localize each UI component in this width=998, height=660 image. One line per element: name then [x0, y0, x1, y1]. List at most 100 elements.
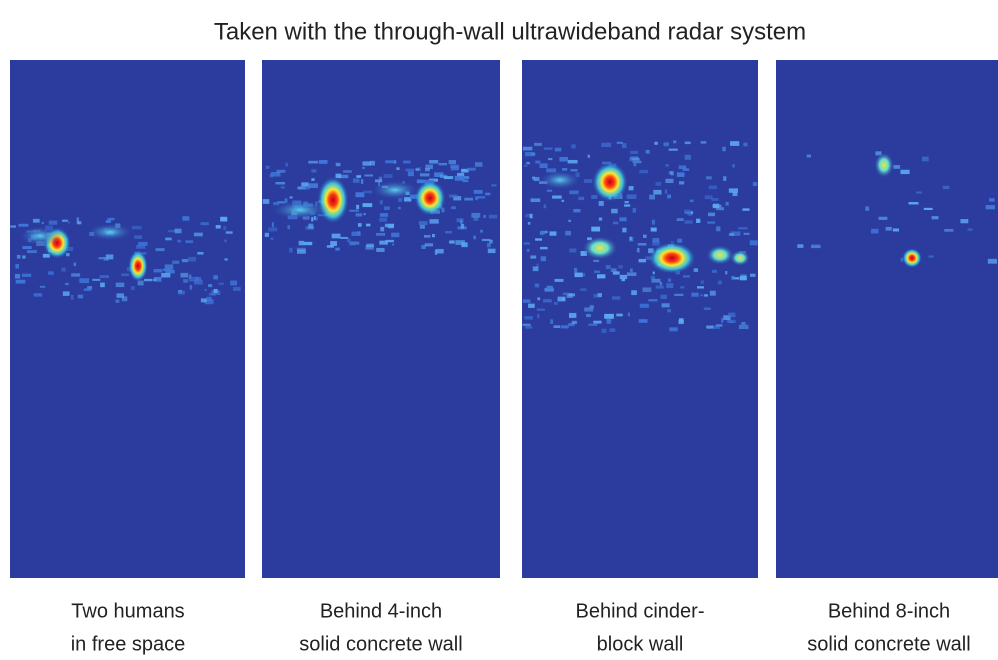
- speckle: [716, 207, 724, 211]
- speckle: [100, 282, 105, 288]
- speckle: [434, 172, 444, 177]
- speckle: [418, 221, 428, 226]
- speckle: [107, 217, 115, 221]
- speckle: [326, 245, 334, 248]
- speckle: [163, 268, 172, 272]
- speckle: [195, 276, 202, 281]
- speckle: [630, 150, 638, 154]
- speckle: [362, 161, 371, 166]
- reflection: [874, 152, 894, 178]
- speckle: [365, 245, 374, 250]
- speckle: [363, 213, 366, 216]
- speckle: [989, 198, 995, 202]
- radar-image: [522, 60, 758, 578]
- speckle: [543, 299, 552, 303]
- speckle: [553, 325, 561, 329]
- speckle: [900, 169, 910, 175]
- speckle: [83, 288, 92, 291]
- speckle: [380, 226, 385, 232]
- speckle: [398, 197, 403, 202]
- speckle: [18, 223, 29, 227]
- speckle: [669, 327, 678, 332]
- speckle: [208, 293, 216, 296]
- speckle: [424, 167, 430, 172]
- speckle: [287, 225, 291, 230]
- speckle: [285, 162, 289, 167]
- speckle: [749, 240, 758, 246]
- speckle: [632, 160, 642, 164]
- speckle: [580, 288, 587, 291]
- speckle: [725, 201, 729, 206]
- speckle: [396, 167, 400, 170]
- speckle: [473, 189, 483, 194]
- caption-line: Behind 4-inch: [320, 600, 442, 622]
- figure-title: Taken with the through-wall ultrawideban…: [214, 18, 806, 45]
- speckle: [180, 272, 189, 278]
- speckle: [606, 319, 612, 324]
- speckle: [155, 248, 165, 252]
- speckle: [405, 168, 415, 172]
- speckle: [591, 226, 601, 232]
- speckle: [565, 230, 572, 236]
- speckle: [655, 181, 662, 186]
- speckle: [473, 235, 476, 240]
- speckle: [569, 248, 577, 253]
- speckle: [289, 196, 293, 199]
- speckle: [708, 185, 717, 190]
- speckle: [474, 162, 483, 167]
- speckle: [121, 296, 128, 302]
- speckle: [416, 179, 425, 184]
- speckle: [154, 276, 162, 282]
- speckle: [194, 279, 203, 285]
- speckle: [684, 220, 693, 224]
- speckle: [543, 147, 553, 150]
- speckle: [704, 195, 713, 200]
- speckle: [554, 147, 562, 152]
- speckle: [39, 285, 46, 288]
- speckle: [546, 168, 557, 173]
- speckle: [892, 228, 900, 232]
- radar-image: [776, 60, 998, 578]
- speckle: [364, 174, 373, 177]
- speckle: [723, 315, 731, 321]
- speckle: [185, 240, 194, 244]
- speckle: [391, 232, 400, 238]
- speckle: [409, 194, 418, 199]
- speckle: [213, 288, 218, 293]
- speckle: [633, 163, 637, 167]
- speckle: [311, 216, 314, 222]
- speckle: [732, 164, 735, 168]
- speckle: [687, 213, 693, 216]
- speckle: [637, 243, 647, 246]
- speckle: [61, 219, 68, 222]
- speckle: [691, 292, 699, 297]
- speckle: [311, 169, 317, 173]
- speckle: [629, 236, 632, 241]
- speckle: [441, 207, 445, 213]
- speckle: [638, 319, 648, 323]
- speckle: [419, 173, 430, 177]
- speckle: [182, 216, 190, 221]
- speckle: [632, 158, 640, 161]
- reflection: [706, 245, 734, 265]
- speckle: [174, 228, 182, 234]
- speckle: [450, 166, 459, 171]
- speckle: [16, 254, 21, 259]
- speckle: [264, 232, 269, 237]
- speckle: [721, 317, 724, 323]
- speckle: [224, 239, 227, 243]
- speckle: [48, 220, 58, 225]
- speckle: [639, 169, 648, 174]
- speckle: [732, 191, 738, 197]
- speckle: [473, 216, 479, 221]
- speckle: [667, 194, 672, 199]
- speckle: [340, 236, 349, 240]
- speckle: [619, 217, 627, 222]
- speckle: [560, 325, 569, 329]
- speckle: [690, 211, 694, 215]
- speckle: [356, 175, 362, 178]
- speckle: [335, 247, 340, 251]
- speckle: [693, 268, 699, 272]
- speckle: [346, 238, 351, 243]
- speckle: [220, 216, 228, 222]
